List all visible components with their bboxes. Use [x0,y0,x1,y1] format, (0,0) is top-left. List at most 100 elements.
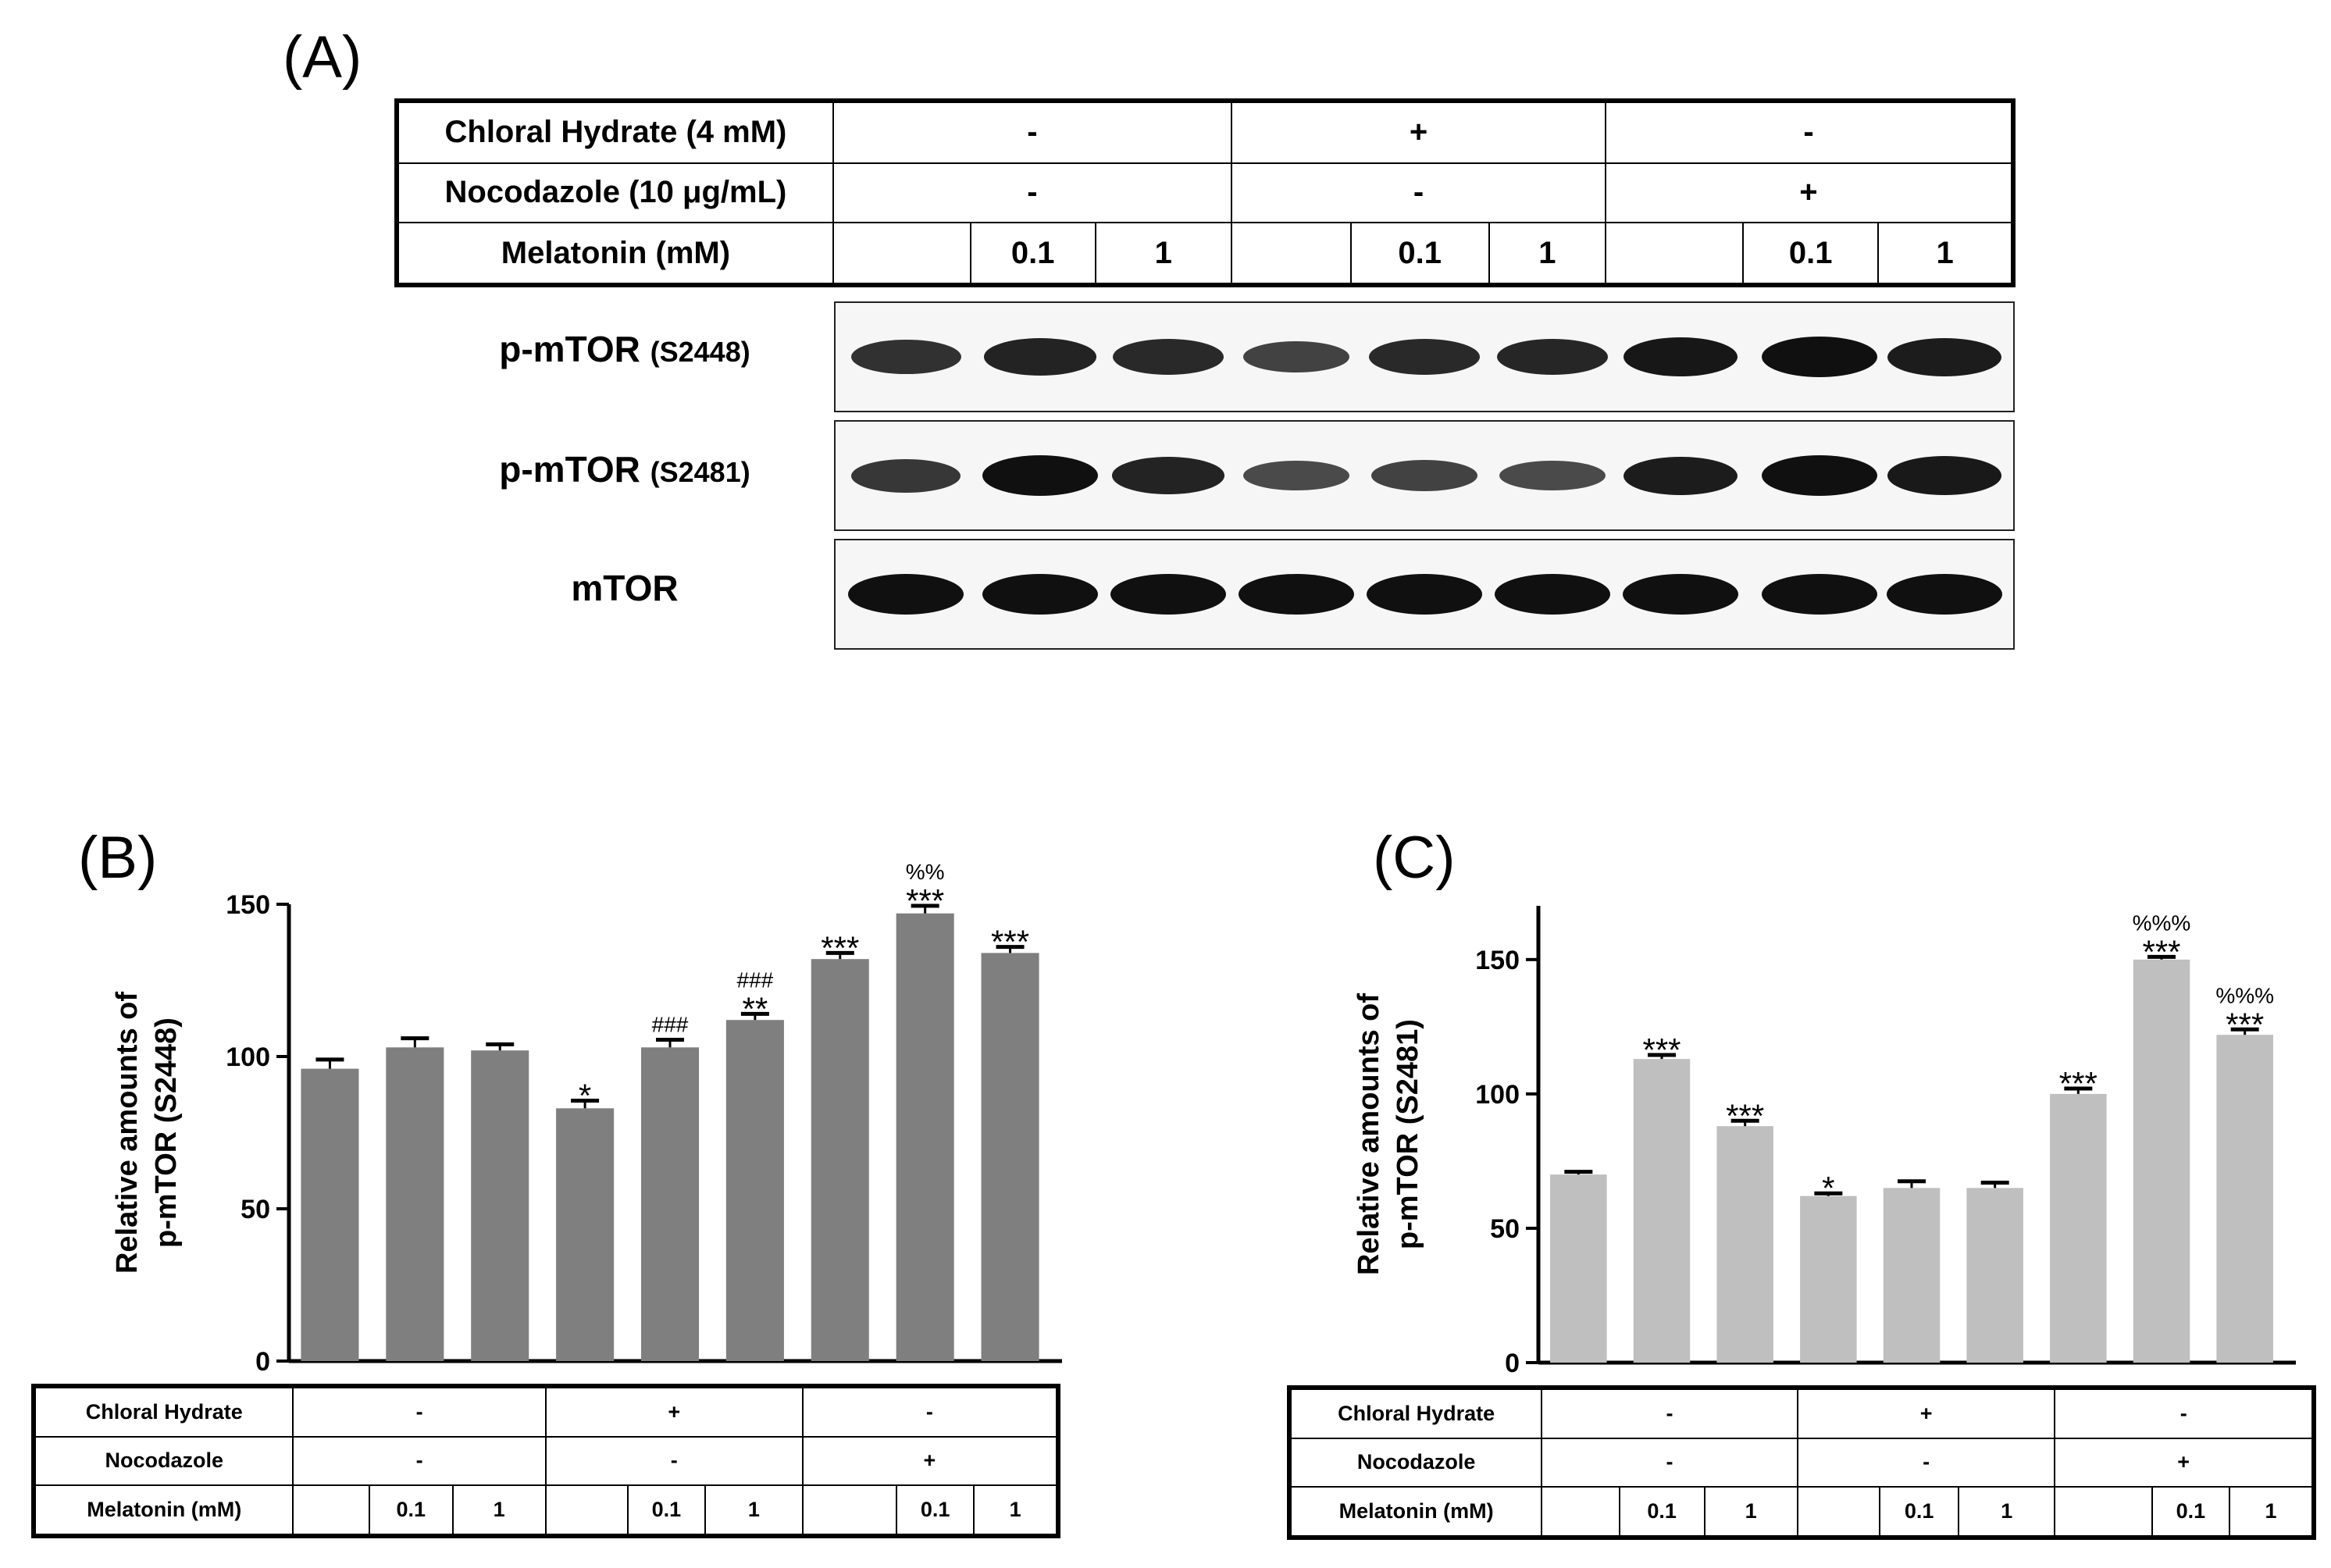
melatonin-value: 0.1 [1879,1485,1960,1539]
bar [2133,959,2190,1363]
y-tick-label: 50 [1490,1214,1520,1244]
significance-marker: %% [906,860,945,884]
melatonin-value: 0.1 [1349,222,1490,286]
significance-marker: *** [2142,933,2180,970]
blot-band [1624,456,1738,495]
significance-marker: ### [652,1013,689,1037]
blot-band [1887,456,2001,495]
blot-band [1887,574,2002,615]
melatonin-label: Melatonin (mM) [32,1484,294,1538]
blot-band [1887,337,2001,376]
chloral-value-group-2: + [1231,100,1606,164]
blot-band [1499,460,1606,491]
melatonin-value: 1 [451,1484,547,1538]
significance-marker: *** [906,882,944,919]
y-axis-label-line2: p-mTOR (S2481) [1392,1019,1424,1249]
blot-band [1243,460,1349,491]
blot-band [1367,574,1482,615]
melatonin-value: 0.1 [969,222,1096,286]
blot-label-mtor: mTOR [461,567,789,609]
chloral-value-group-1: - [292,1384,547,1438]
chart-b: 0 50 100 150 Relative amounts of p-mTOR (S244… [111,860,1062,1377]
melatonin-value: 1 [973,1484,1059,1538]
bar [1800,1196,1857,1363]
y-tick-label: 100 [1475,1080,1520,1110]
blot-site: (S2481) [650,456,750,488]
panel-a-letter: (A) [283,24,362,91]
blot-protein-name: p-mTOR [499,329,640,369]
blot-protein-name: p-mTOR [499,449,640,490]
chloral-hydrate-label: Chloral Hydrate (4 mM) [396,100,834,164]
blot-band [1242,341,1350,372]
chloral-value-group-1: - [1541,1386,1798,1440]
blot-protein-name: mTOR [571,568,679,608]
melatonin-value [1604,222,1744,286]
bar [556,1108,615,1361]
y-tick-label: 100 [226,1042,270,1072]
y-tick-label: 0 [1505,1349,1520,1378]
y-tick-label: 0 [255,1347,270,1377]
nocodazole-label: Nocodazole [32,1436,294,1486]
bar [1966,1188,2023,1363]
blot-site: (S2448) [650,336,750,368]
blot-band [850,339,961,375]
significance-marker: *** [991,924,1029,960]
bar [471,1050,529,1361]
bar [1716,1126,1773,1363]
blot-band [1368,339,1481,375]
nocodazole-value-group-3: + [1604,162,2015,224]
melatonin-value [832,222,971,286]
significance-marker: * [579,1078,591,1114]
nocodazole-label: Nocodazole (10 μg/mL) [396,162,834,224]
blot-band [1762,574,1877,615]
blot-band [1112,457,1224,494]
melatonin-value: 0.1 [896,1484,975,1538]
melatonin-value: 1 [1958,1485,2056,1539]
melatonin-value: 1 [1488,222,1606,286]
significance-marker: *** [2226,1006,2264,1042]
melatonin-value: 0.1 [1618,1485,1705,1539]
melatonin-value [544,1484,629,1538]
significance-marker: *** [1726,1097,1764,1134]
blot-band [1495,574,1610,615]
melatonin-value [1541,1485,1620,1539]
blot-strip-mtor [834,539,2015,650]
melatonin-value: 0.1 [368,1484,454,1538]
nocodazole-value-group-3: + [801,1436,1060,1486]
y-axis-label-line1: Relative amounts of [111,992,144,1274]
blot-band [1496,338,1609,376]
significance-marker: %%% [2215,983,2274,1007]
nocodazole-value-group-3: + [2054,1438,2315,1488]
bar [896,913,954,1361]
nocodazole-value-group-1: - [1541,1438,1798,1488]
bar [1633,1059,1691,1363]
chloral-value-group-3: - [801,1384,1060,1438]
y-axis-label: Relative amounts of p-mTOR (S2481) [1353,993,1424,1275]
chloral-hydrate-label: Chloral Hydrate [1288,1386,1543,1440]
panel-b-condition-table: Chloral Hydrate - + - Nocodazole - - + M… [31,1384,1060,1538]
blot-band [1623,337,1738,377]
y-tick-label: 50 [241,1195,270,1224]
chloral-value-group-2: + [544,1384,804,1438]
chloral-value-group-3: - [2054,1386,2315,1440]
melatonin-value: 1 [2229,1485,2315,1539]
melatonin-label: Melatonin (mM) [1288,1485,1543,1539]
bar [981,953,1039,1361]
panel-a-condition-table: Chloral Hydrate (4 mM) - + - Nocodazole … [394,98,2016,287]
significance-marker: *** [821,929,859,966]
y-axis-label-line2: p-mTOR (S2448) [150,1017,183,1248]
blot-band [1239,574,1354,615]
melatonin-value: 0.1 [2151,1485,2231,1539]
significance-marker: ### [737,968,774,992]
melatonin-value [292,1484,370,1538]
melatonin-value: 0.1 [626,1484,706,1538]
chloral-value-group-2: + [1796,1386,2056,1440]
melatonin-value: 1 [1094,222,1233,286]
nocodazole-value-group-2: - [1796,1438,2056,1488]
melatonin-value: 0.1 [1741,222,1880,286]
melatonin-value [2054,1485,2153,1539]
nocodazole-label: Nocodazole [1288,1438,1543,1488]
melatonin-value [801,1484,898,1538]
bar [725,1020,784,1361]
panel-c-condition-table: Chloral Hydrate - + - Nocodazole - - + M… [1287,1385,2316,1540]
